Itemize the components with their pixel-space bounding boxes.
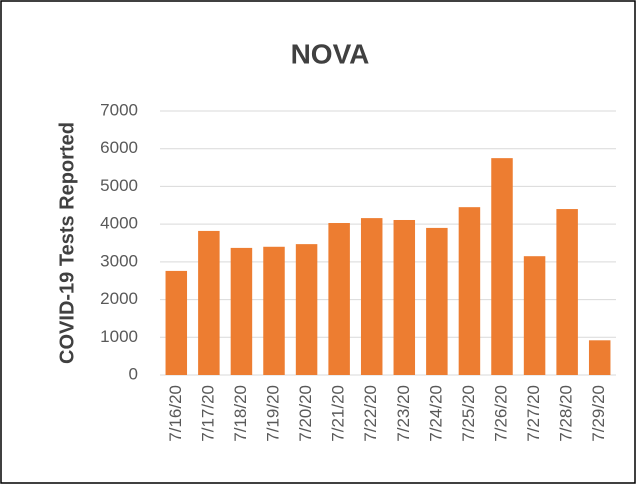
x-tick-label: 7/28/20 <box>557 385 576 442</box>
bar <box>230 247 253 375</box>
y-tick-label: 7000 <box>100 100 138 119</box>
bar <box>263 246 285 375</box>
y-axis-label: COVID-19 Tests Reported <box>56 122 78 364</box>
bar <box>198 230 220 375</box>
x-tick-label: 7/27/20 <box>524 385 543 442</box>
x-tick-label: 7/18/20 <box>231 385 250 442</box>
bar <box>458 207 481 375</box>
x-tick-label: 7/22/20 <box>361 385 380 442</box>
bar <box>360 218 383 375</box>
y-tick-label: 1000 <box>100 327 138 346</box>
x-tick-label: 7/19/20 <box>263 385 282 442</box>
y-tick-label: 2000 <box>100 289 138 308</box>
y-tick-label: 3000 <box>100 251 138 270</box>
bar <box>588 340 611 375</box>
bar <box>165 270 188 375</box>
bar <box>393 219 416 375</box>
y-tick-label: 4000 <box>100 214 138 233</box>
x-tick-label: 7/16/20 <box>166 385 185 442</box>
bar <box>491 158 513 375</box>
bar <box>295 244 318 375</box>
x-tick-label: 7/25/20 <box>459 385 478 442</box>
x-tick-label: 7/23/20 <box>394 385 413 442</box>
bar <box>426 227 448 375</box>
chart-title: NOVA <box>291 38 370 69</box>
bar <box>556 209 578 375</box>
y-tick-label: 5000 <box>100 176 138 195</box>
bar <box>328 223 350 375</box>
bar <box>523 256 546 375</box>
x-tick-label: 7/17/20 <box>198 385 217 442</box>
x-tick-label: 7/21/20 <box>329 385 348 442</box>
x-tick-label: 7/24/20 <box>426 385 445 442</box>
x-tick-label: 7/29/20 <box>589 385 608 442</box>
x-tick-label: 7/26/20 <box>491 385 510 442</box>
y-tick-label: 0 <box>129 364 138 383</box>
x-tick-label: 7/20/20 <box>296 385 315 442</box>
y-tick-label: 6000 <box>100 138 138 157</box>
